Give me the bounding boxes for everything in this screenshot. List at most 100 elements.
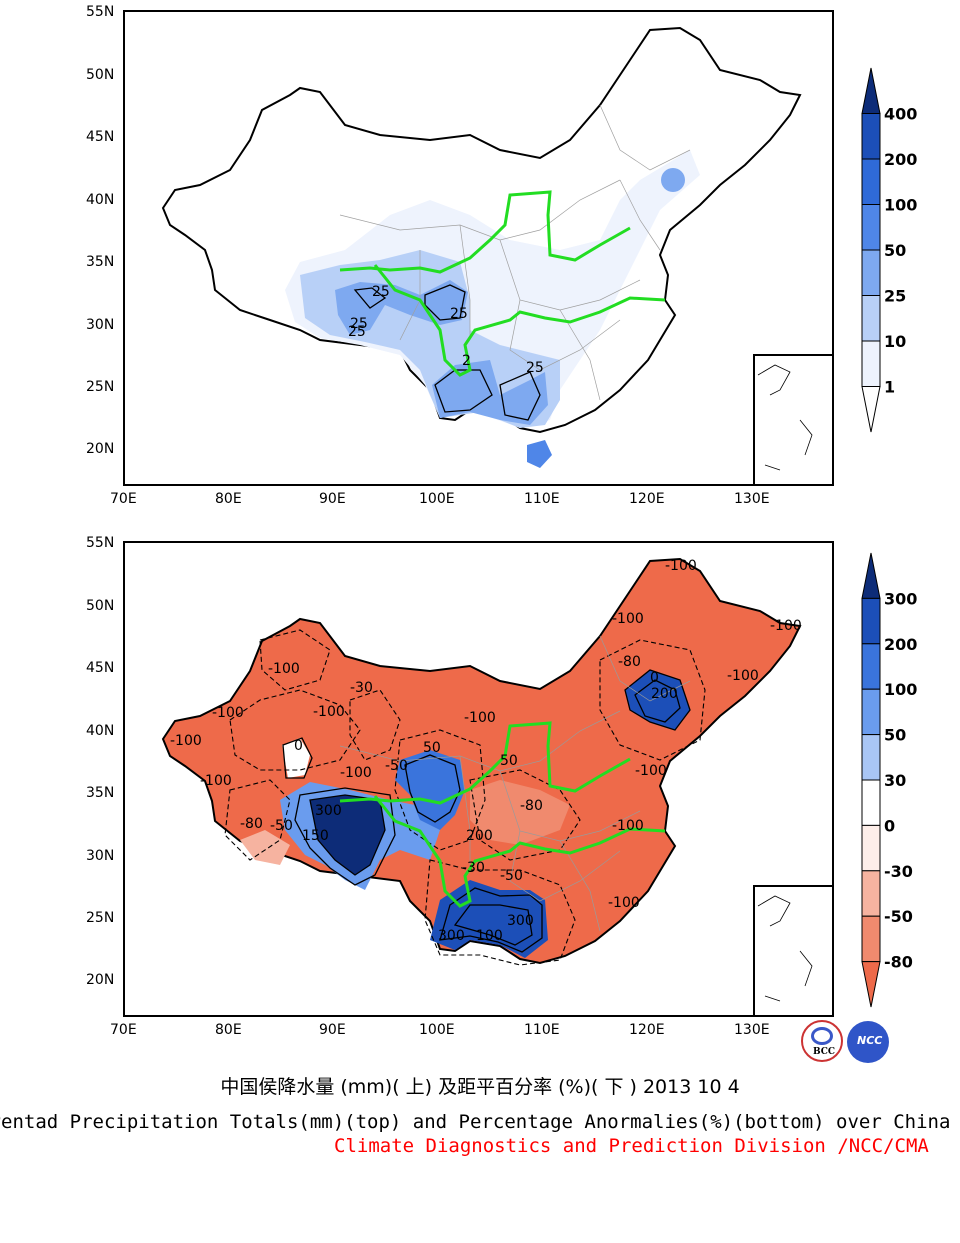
precip-area-ne <box>661 168 685 192</box>
colorbar-segment <box>861 870 881 917</box>
yangtze-river-anomaly <box>373 795 666 908</box>
colorbar-segment <box>861 824 881 872</box>
precip-area-25b <box>432 360 548 425</box>
top-map-panel: 25 25 25 25 25 2 55N 50N 45N 40N 35N 30N… <box>86 4 917 507</box>
svg-text:20N: 20N <box>86 972 114 988</box>
svg-text:0: 0 <box>294 738 303 754</box>
svg-text:40N: 40N <box>86 192 114 208</box>
anomaly-max-west <box>310 795 385 875</box>
colorbar-level-label: 25 <box>884 287 906 306</box>
svg-text:45N: 45N <box>86 129 114 145</box>
colorbar-arrow-top <box>861 67 881 114</box>
svg-text:30N: 30N <box>86 317 114 333</box>
svg-text:-50: -50 <box>385 758 408 774</box>
svg-text:0: 0 <box>650 670 659 686</box>
bcc-logo: BCC <box>801 1020 843 1062</box>
svg-text:-100: -100 <box>612 818 644 834</box>
svg-text:-100: -100 <box>212 705 244 721</box>
precip-area-hainan <box>527 440 552 468</box>
svg-text:120E: 120E <box>629 1022 665 1038</box>
svg-text:55N: 55N <box>86 535 114 551</box>
caption-english: Pentad Precipitation Totals(mm)(top) and… <box>0 1111 951 1133</box>
colorbar-arrow-bottom <box>861 386 881 433</box>
caption-chinese: 中国侯降水量 (mm)( 上) 及距平百分率 (%)( 下 ) 2013 10 … <box>220 1076 740 1098</box>
colorbar-segment <box>861 113 881 160</box>
colorbar-level-label: 10 <box>884 332 906 351</box>
svg-text:-100: -100 <box>268 661 300 677</box>
colorbar-segment <box>861 597 881 645</box>
colorbar-arrow-top <box>861 552 881 599</box>
svg-text:100: 100 <box>476 928 503 944</box>
colorbar-segment <box>861 688 881 736</box>
top-y-axis: 55N 50N 45N 40N 35N 30N 25N 20N <box>86 4 114 457</box>
colorbar-segment <box>861 915 881 963</box>
svg-text:25N: 25N <box>86 379 114 395</box>
svg-text:200: 200 <box>651 686 678 702</box>
colorbar-level-label: 100 <box>884 680 917 699</box>
anomaly-light-red-w <box>240 830 290 865</box>
svg-text:-80: -80 <box>520 798 543 814</box>
svg-text:110E: 110E <box>524 491 560 507</box>
colorbar-arrow-bottom <box>861 961 881 1008</box>
contour-label: 25 <box>348 324 366 340</box>
svg-text:-100: -100 <box>727 668 759 684</box>
svg-text:130E: 130E <box>734 1022 770 1038</box>
anomaly-positive-south <box>430 880 548 958</box>
yellow-river <box>339 190 631 274</box>
svg-text:-100: -100 <box>313 704 345 720</box>
svg-text:90E: 90E <box>319 1022 346 1038</box>
svg-text:55N: 55N <box>86 4 114 20</box>
svg-text:50N: 50N <box>86 67 114 83</box>
svg-text:25N: 25N <box>86 910 114 926</box>
colorbar-level-label: 300 <box>884 589 917 608</box>
colorbar-segment <box>861 643 881 690</box>
anomaly-positive-north <box>395 750 465 830</box>
svg-text:110E: 110E <box>524 1022 560 1038</box>
contour-label: 25 <box>450 306 468 322</box>
svg-text:50N: 50N <box>86 598 114 614</box>
colorbar-level-label: 50 <box>884 726 906 745</box>
contour-label: 25 <box>350 316 368 332</box>
svg-text:300: 300 <box>315 803 342 819</box>
svg-text:200: 200 <box>466 828 493 844</box>
svg-text:30N: 30N <box>86 848 114 864</box>
svg-text:-100: -100 <box>635 763 667 779</box>
bottom-map-panel: -100 -100 -100 -100 -100 -100 -100 -100 … <box>86 535 917 1038</box>
svg-text:100E: 100E <box>419 491 455 507</box>
bottom-y-axis: 55N 50N 45N 40N 35N 30N 25N 20N <box>86 535 114 988</box>
south-china-sea-inset <box>753 354 833 485</box>
svg-text:-100: -100 <box>464 710 496 726</box>
svg-text:70E: 70E <box>110 491 137 507</box>
svg-text:-100: -100 <box>612 611 644 627</box>
yellow-river-anomaly <box>339 721 631 805</box>
contour-label: 25 <box>526 360 544 376</box>
svg-text:-30: -30 <box>462 860 485 876</box>
division-credit: Climate Diagnostics and Prediction Divis… <box>334 1135 929 1157</box>
colorbar-level-label: 1 <box>884 378 895 397</box>
svg-text:35N: 35N <box>86 785 114 801</box>
svg-text:-30: -30 <box>350 680 373 696</box>
svg-text:40N: 40N <box>86 723 114 739</box>
colorbar-level-label: 50 <box>884 241 906 260</box>
anomaly-contour-labels: -100 -100 -100 -100 -100 -100 -100 -100 … <box>170 558 802 944</box>
svg-text:-80: -80 <box>240 816 263 832</box>
svg-text:130E: 130E <box>734 491 770 507</box>
colorbar-level-label: 200 <box>884 150 917 169</box>
colorbar-level-label: 0 <box>884 816 895 835</box>
colorbar-segment <box>861 340 881 387</box>
svg-text:100E: 100E <box>419 1022 455 1038</box>
svg-text:50: 50 <box>423 740 441 756</box>
svg-text:90E: 90E <box>319 491 346 507</box>
svg-text:-100: -100 <box>665 558 697 574</box>
contour-label: 25 <box>372 284 390 300</box>
top-colorbar: 400 200 100 50 25 10 1 <box>861 67 917 433</box>
colorbar-level-label: 400 <box>884 105 917 124</box>
colorbar-level-label: -50 <box>884 907 913 926</box>
svg-text:-100: -100 <box>770 618 802 634</box>
svg-text:300: 300 <box>438 928 465 944</box>
anomaly-neutral-patch <box>282 738 310 778</box>
svg-text:-100: -100 <box>608 895 640 911</box>
colorbar-segment <box>861 158 881 205</box>
